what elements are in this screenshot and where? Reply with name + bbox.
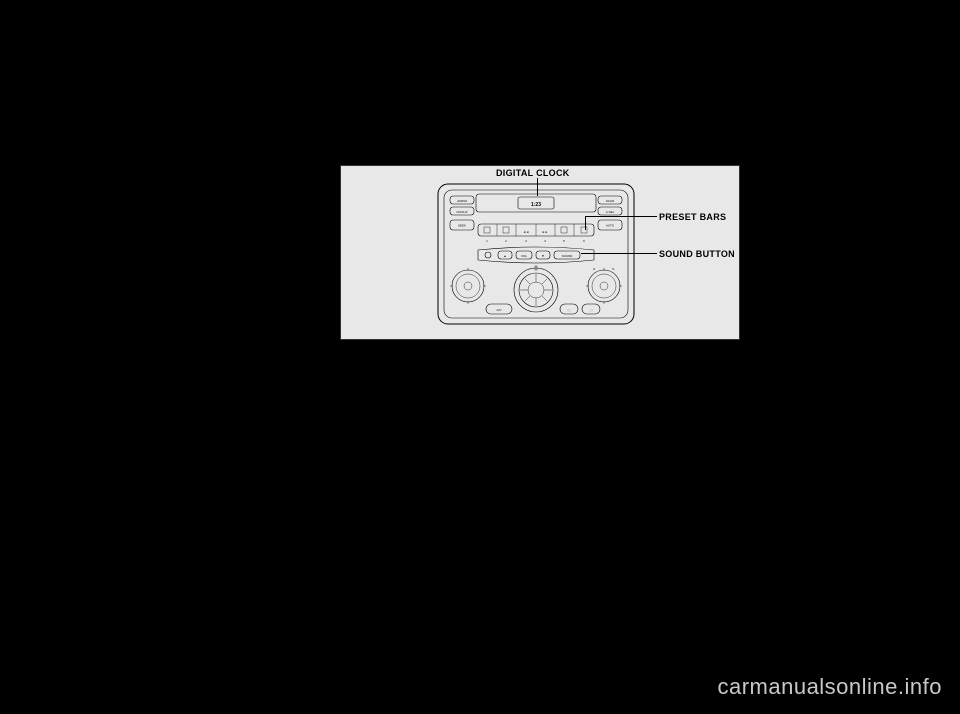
svg-text:O: O xyxy=(593,267,596,271)
svg-text:4: 4 xyxy=(544,239,546,243)
svg-text:6: 6 xyxy=(583,239,585,243)
btn-seek: SEEK xyxy=(458,224,466,228)
svg-text:⬚: ⬚ xyxy=(568,308,571,312)
svg-text:1: 1 xyxy=(486,239,488,243)
svg-text:2: 2 xyxy=(505,239,507,243)
btn-arpt: A.SEL xyxy=(606,210,615,214)
callout-sound-button: SOUND BUTTON xyxy=(659,249,735,259)
radio-svg: 1:23 AM/FM CD/AUX SEEK SCAN A.SEL AUTO xyxy=(436,178,636,328)
body-column-left: Adjusting the Sound You can adjust the s… xyxy=(98,358,318,568)
section-label: Features xyxy=(804,600,850,612)
subhead-lighting: Audio System Lighting xyxy=(352,464,572,480)
heading-adjusting-sound: Adjusting the Sound xyxy=(98,358,318,377)
svg-text:⬚: ⬚ xyxy=(590,308,593,312)
svg-text:▲: ▲ xyxy=(504,254,507,258)
btn-scan: SCAN xyxy=(606,199,614,203)
heading-digital-clock: Digital Clock xyxy=(606,358,826,377)
para: The audio system in your Honda usually s… xyxy=(606,383,826,495)
svg-text:3: 3 xyxy=(525,239,527,243)
para: You can use the instrument panel brightn… xyxy=(352,484,572,564)
svg-text:▼: ▼ xyxy=(542,254,545,258)
callout-digital-clock: DIGITAL CLOCK xyxy=(496,168,570,178)
para: You can adjust the sound much the same w… xyxy=(98,383,318,558)
callout-preset-bars: PRESET BARS xyxy=(659,212,726,222)
page-title: Playing the Radio (LX and U.S. VP) xyxy=(98,140,346,157)
para: To set the time, press the SOUND button,… xyxy=(606,504,826,600)
btn-vol-label: VOL xyxy=(521,254,527,258)
btn-ac: A/C xyxy=(496,308,502,312)
radio-unit-drawing: 1:23 AM/FM CD/AUX SEEK SCAN A.SEL AUTO xyxy=(436,178,636,328)
svg-text:O: O xyxy=(612,267,615,271)
body-column-right: Digital Clock The audio system in your H… xyxy=(606,358,826,610)
body-column-middle: When the volume or sound level reaches t… xyxy=(352,358,572,573)
btn-auto: AUTO xyxy=(606,224,615,228)
clock-display: 1:23 xyxy=(531,202,541,208)
watermark-text: carmanualsonline.info xyxy=(717,674,942,700)
page-number: 147 xyxy=(830,618,850,632)
radio-diagram-panel: DIGITAL CLOCK PRESET BARS SOUND BUTTON 1… xyxy=(340,165,740,340)
manual-page: DIGITAL CLOCK PRESET BARS SOUND BUTTON 1… xyxy=(0,0,960,714)
btn-amfm: AM/FM xyxy=(457,199,467,203)
svg-text:5: 5 xyxy=(563,239,565,243)
para: When the volume or sound level reaches t… xyxy=(352,358,572,454)
btn-sound: SOUND xyxy=(562,254,574,258)
svg-text:►►: ►► xyxy=(542,230,548,234)
btn-cdaux: CD/AUX xyxy=(456,210,467,214)
svg-text:◄◄: ◄◄ xyxy=(523,230,529,234)
